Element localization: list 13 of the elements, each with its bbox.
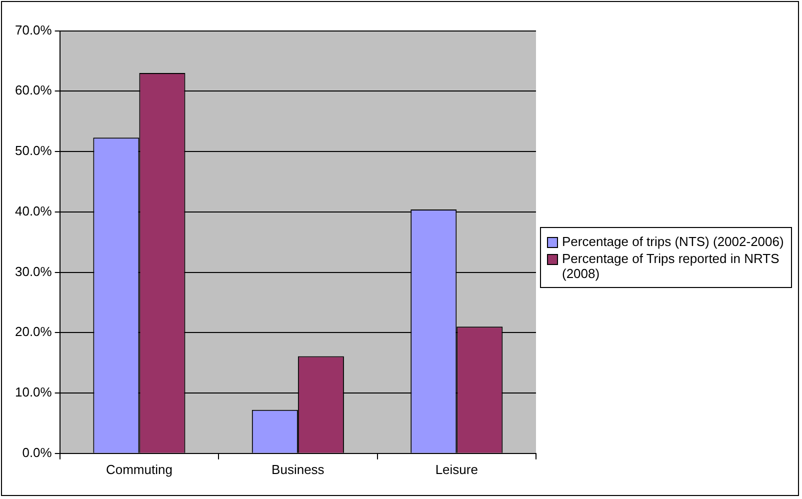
- y-tick-label: 50.0%: [14, 143, 52, 158]
- y-tick-label: 10.0%: [14, 384, 52, 400]
- y-tick-label: 0.0%: [22, 444, 52, 460]
- x-tick-label: Commuting: [106, 462, 172, 477]
- y-tick-label: 40.0%: [14, 203, 52, 218]
- x-tick-label: Business: [272, 462, 325, 477]
- y-tick-label: 70.0%: [14, 22, 52, 38]
- y-tick-label: 60.0%: [14, 82, 52, 98]
- y-tick-label: 30.0%: [14, 264, 52, 279]
- legend-label: Percentage of trips (NTS) (2002-2006): [562, 234, 784, 249]
- x-tick-label: Leisure: [435, 462, 478, 477]
- y-tick-label: 20.0%: [14, 324, 52, 340]
- legend-label: Percentage of Trips reported in NRTS (2008): [562, 251, 780, 281]
